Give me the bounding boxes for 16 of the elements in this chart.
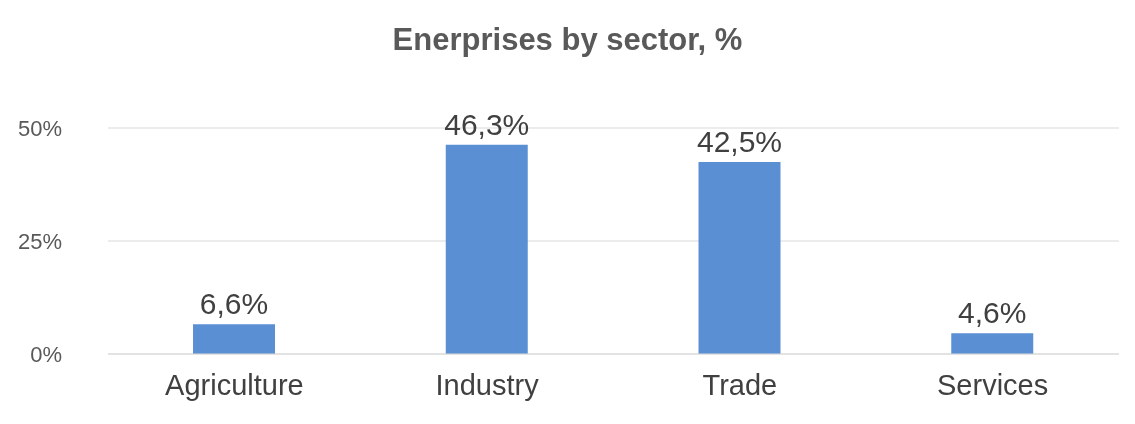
x-tick-label: Industry: [435, 368, 540, 401]
y-tick-label: 25%: [17, 228, 62, 254]
bar: [951, 333, 1034, 354]
x-tick-label: Trade: [702, 368, 778, 401]
bar: [193, 324, 275, 354]
x-tick-label: Agriculture: [165, 368, 304, 401]
chart-title: Enerprises by sector, %: [391, 22, 744, 58]
data-label: 6,6%: [199, 287, 269, 321]
data-label: 4,6%: [958, 296, 1027, 330]
x-tick-label: Services: [937, 368, 1049, 401]
bar: [698, 161, 781, 354]
y-tick-label: 50%: [17, 115, 62, 141]
y-tick-label: 0%: [30, 341, 62, 367]
bar: [445, 144, 528, 354]
data-label: 42,5%: [696, 124, 783, 158]
data-label: 46,3%: [444, 107, 530, 141]
